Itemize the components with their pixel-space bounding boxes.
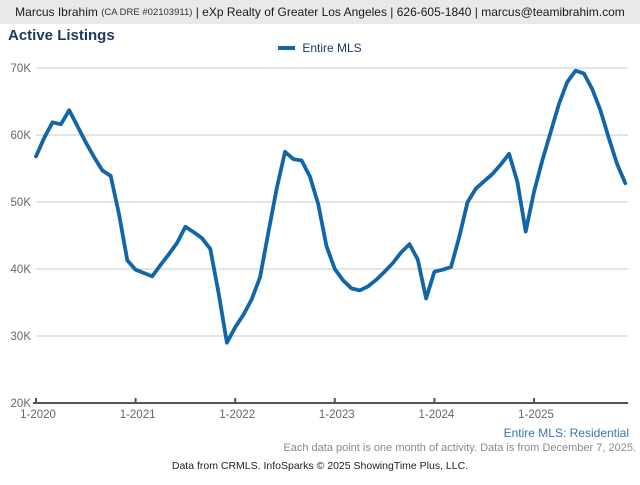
agent-contact-info: | eXp Realty of Greater Los Angeles | 62… bbox=[192, 5, 625, 19]
agent-license: (CA DRE #02103911) bbox=[101, 6, 193, 18]
legend-label: Entire MLS bbox=[302, 41, 362, 55]
y-axis-tick-label: 30K bbox=[11, 331, 32, 343]
x-axis-tick-label: 1-2023 bbox=[319, 409, 355, 421]
x-axis-tick-label: 1-2021 bbox=[120, 409, 156, 421]
legend-line-swatch bbox=[278, 46, 296, 50]
y-axis-tick-label: 50K bbox=[11, 197, 32, 209]
y-axis-tick-label: 60K bbox=[11, 130, 32, 142]
y-axis-tick-label: 40K bbox=[11, 264, 32, 276]
attribution-text: Data from CRMLS. InfoSparks © 2025 Showi… bbox=[171, 460, 469, 472]
page-title: Active Listings bbox=[8, 27, 115, 44]
agent-name: Marcus Ibrahim bbox=[15, 5, 102, 19]
x-axis-tick-label: 1-2025 bbox=[518, 409, 554, 421]
x-axis-tick-label: 1-2022 bbox=[219, 409, 255, 421]
agent-header-bar: Marcus Ibrahim (CA DRE #02103911) | eXp … bbox=[0, 0, 640, 24]
x-axis-tick-label: 1-2024 bbox=[418, 409, 454, 421]
x-axis-tick-label: 1-2020 bbox=[20, 409, 56, 421]
data-freshness-note: Each data point is one month of activity… bbox=[283, 442, 636, 454]
chart-legend[interactable]: Entire MLS bbox=[0, 41, 640, 55]
entire-mls-series-line[interactable] bbox=[34, 68, 628, 345]
y-axis-tick-label: 20K bbox=[11, 398, 32, 410]
y-axis-tick-label: 70K bbox=[11, 63, 32, 75]
series-selector-link[interactable]: Entire MLS: Residential bbox=[503, 426, 629, 440]
